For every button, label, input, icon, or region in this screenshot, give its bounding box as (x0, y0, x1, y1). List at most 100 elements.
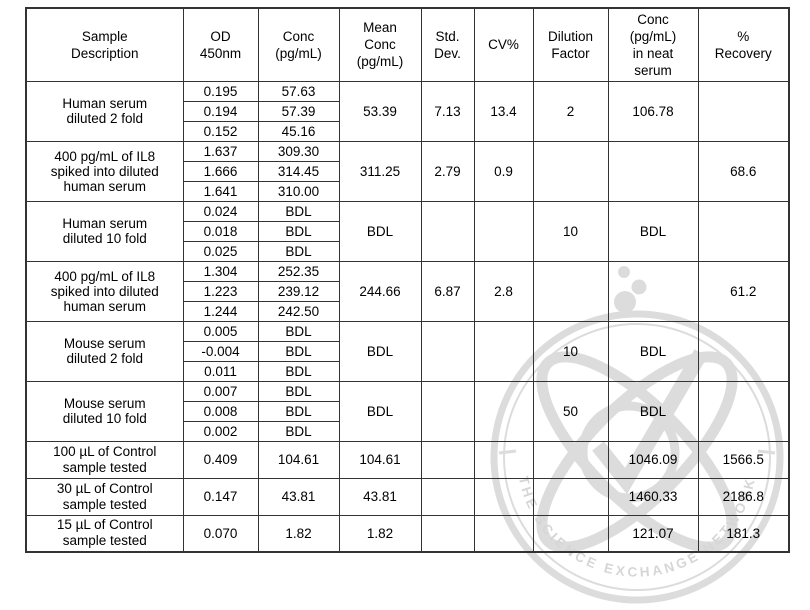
cell-std-dev: 2.79 (420, 140, 475, 202)
cell-percent-recovery: 2186.8 (697, 477, 790, 516)
cell-od-450: 0.194 (182, 100, 259, 122)
table-row: 30 µL of Control sample tested 0.147 43.81… (25, 477, 790, 516)
cell-mean-conc: 244.66 (338, 260, 422, 322)
cell-conc: BDL (257, 240, 340, 262)
cell-cv-percent (473, 320, 534, 382)
cell-conc: BDL (257, 380, 340, 402)
table-row: Human serum diluted 10 fold 0.024 BDL BDL 10… (25, 200, 790, 262)
cell-mean-conc: BDL (338, 320, 422, 382)
cell-conc: 252.35 (257, 260, 340, 282)
cell-dilution-factor (532, 477, 609, 516)
cell-conc: 1.82 (257, 514, 340, 553)
column-header-cv-percent: CV% (473, 7, 534, 82)
cell-od-450: 0.070 (182, 514, 259, 553)
cell-od-450: 0.152 (182, 120, 259, 142)
cell-od-450: 1.223 (182, 280, 259, 302)
cell-mean-conc: 311.25 (338, 140, 422, 202)
column-header-od-450nm: OD 450nm (182, 7, 259, 82)
cell-std-dev (420, 380, 475, 442)
cell-od-450: 0.002 (182, 420, 259, 442)
cell-conc: 57.39 (257, 100, 340, 122)
cell-sample-description: Mouse serum diluted 2 fold (25, 320, 184, 382)
table-row: Human serum diluted 2 fold 0.195 57.63 53.3… (25, 80, 790, 142)
cell-percent-recovery (697, 80, 790, 142)
cell-conc: BDL (257, 320, 340, 342)
cell-percent-recovery (697, 200, 790, 262)
cell-od-450: 0.024 (182, 200, 259, 222)
cell-od-450: 1.637 (182, 140, 259, 162)
cell-conc: 57.63 (257, 80, 340, 102)
cell-conc: 239.12 (257, 280, 340, 302)
column-header-percent-recovery: % Recovery (697, 7, 790, 82)
cell-cv-percent (473, 380, 534, 442)
cell-neat-serum-conc: BDL (607, 320, 699, 382)
cell-percent-recovery: 181.3 (697, 514, 790, 553)
cell-sample-description: Human serum diluted 10 fold (25, 200, 184, 262)
cell-conc: 310.00 (257, 180, 340, 202)
cell-sample-description: 100 µL of Control sample tested (25, 440, 184, 479)
cell-od-450: 1.666 (182, 160, 259, 182)
cell-dilution-factor: 50 (532, 380, 609, 442)
cell-std-dev (420, 320, 475, 382)
cell-neat-serum-conc (607, 140, 699, 202)
cell-dilution-factor (532, 260, 609, 322)
table-row: 0.194 57.39 (26, 100, 789, 122)
cell-od-450: 0.011 (182, 360, 259, 382)
column-header-sample-description: Sample Description (25, 7, 184, 82)
cell-cv-percent: 2.8 (473, 260, 534, 322)
cell-neat-serum-conc (607, 260, 699, 322)
cell-mean-conc: 1.82 (338, 514, 422, 553)
cell-conc: 309.30 (257, 140, 340, 162)
cell-sample-description: 30 µL of Control sample tested (25, 477, 184, 516)
table-row: 0.018 BDL (26, 220, 789, 242)
cell-mean-conc: 43.81 (338, 477, 422, 516)
cell-sample-description: 400 pg/mL of IL8 spiked into diluted hum… (25, 260, 184, 322)
cell-dilution-factor: 10 (532, 200, 609, 262)
cell-percent-recovery: 1566.5 (697, 440, 790, 479)
results-table: Sample Description OD 450nm Conc (pg/mL)… (25, 7, 790, 553)
cell-od-450: 0.008 (182, 400, 259, 422)
header-row: Sample Description OD 450nm Conc (pg/mL)… (25, 7, 790, 82)
cell-mean-conc: 104.61 (338, 440, 422, 479)
cell-cv-percent (473, 440, 534, 479)
cell-sample-description: Mouse serum diluted 10 fold (25, 380, 184, 442)
cell-dilution-factor (532, 514, 609, 553)
column-header-std-dev: Std. Dev. (420, 7, 475, 82)
cell-std-dev: 6.87 (420, 260, 475, 322)
cell-neat-serum-conc: BDL (607, 200, 699, 262)
table-row: 1.666 314.45 (26, 160, 789, 182)
table-row: Mouse serum diluted 10 fold 0.007 BDL BDL 50… (25, 380, 790, 442)
cell-conc: BDL (257, 360, 340, 382)
cell-mean-conc: 53.39 (338, 80, 422, 142)
cell-conc: BDL (257, 340, 340, 362)
cell-conc: 43.81 (257, 477, 340, 516)
cell-neat-serum-conc: 1046.09 (607, 440, 699, 479)
cell-od-450: 1.304 (182, 260, 259, 282)
table-row: 15 µL of Control sample tested 0.070 1.82 1… (25, 514, 790, 553)
cell-mean-conc: BDL (338, 380, 422, 442)
cell-conc: BDL (257, 420, 340, 442)
cell-std-dev (420, 440, 475, 479)
cell-od-450: 0.007 (182, 380, 259, 402)
column-header-neat-serum-conc: Conc (pg/mL) in neat serum (607, 7, 699, 82)
cell-od-450: 1.641 (182, 180, 259, 202)
cell-std-dev (420, 200, 475, 262)
table-row: 1.244 242.50 (26, 300, 789, 322)
cell-od-450: 0.018 (182, 220, 259, 242)
cell-dilution-factor (532, 440, 609, 479)
cell-od-450: 1.244 (182, 300, 259, 322)
cell-od-450: 0.025 (182, 240, 259, 262)
table-row: 400 pg/mL of IL8 spiked into diluted hum… (25, 140, 790, 202)
cell-neat-serum-conc: 106.78 (607, 80, 699, 142)
cell-conc: 104.61 (257, 440, 340, 479)
table-row: 0.011 BDL (26, 360, 789, 382)
cell-sample-description: 400 pg/mL of IL8 spiked into diluted hum… (25, 140, 184, 202)
cell-od-450: 0.147 (182, 477, 259, 516)
cell-conc: 314.45 (257, 160, 340, 182)
cell-od-450: 0.005 (182, 320, 259, 342)
cell-std-dev: 7.13 (420, 80, 475, 142)
table-row: 400 pg/mL of IL8 spiked into diluted hum… (25, 260, 790, 322)
table-row: 0.002 BDL (26, 420, 789, 442)
table-row: Mouse serum diluted 2 fold 0.005 BDL BDL 10 B… (25, 320, 790, 382)
column-header-dilution-factor: Dilution Factor (532, 7, 609, 82)
